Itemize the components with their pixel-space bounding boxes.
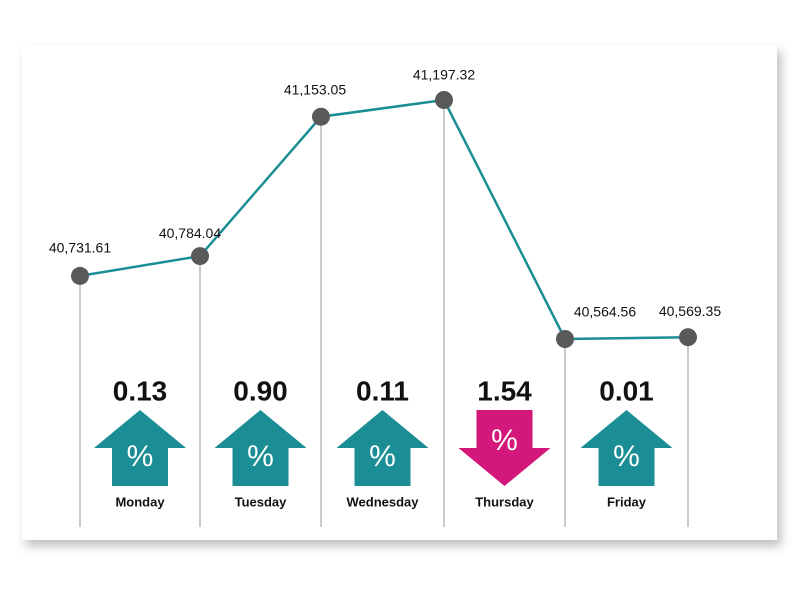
value-label: 41,197.32 (413, 67, 475, 83)
point (679, 328, 697, 347)
percent-symbol: % (613, 440, 640, 473)
day-label: Monday (115, 494, 165, 509)
up-arrow (336, 410, 429, 486)
value-label: 40,564.56 (574, 304, 636, 320)
up-arrow (214, 410, 307, 486)
change-value: 0.01 (599, 375, 654, 406)
day-label: Wednesday (346, 494, 419, 509)
value-label: 40,784.04 (159, 225, 221, 241)
day-label: Friday (607, 494, 647, 509)
point (435, 91, 453, 109)
chart: 40,731.61 40,784.04 41,153.05 41,197.32 40,5… (49, 67, 721, 527)
percent-symbol: % (247, 440, 274, 473)
value-label: 40,731.61 (49, 240, 111, 256)
point (312, 107, 330, 126)
down-arrow (458, 410, 551, 486)
up-arrow (94, 410, 186, 486)
percent-symbol: % (127, 440, 154, 473)
percent-symbol: % (369, 440, 396, 473)
day-label: Tuesday (235, 494, 288, 509)
change-value: 1.54 (477, 375, 532, 406)
day-label: Thursday (475, 494, 534, 509)
point (556, 330, 574, 348)
index-line (79, 98, 689, 341)
point (71, 266, 89, 285)
percent-symbol: % (491, 424, 518, 457)
value-label: 40,569.35 (659, 303, 721, 319)
up-arrow (580, 410, 673, 486)
change-value: 0.90 (233, 375, 288, 406)
value-label: 41,153.05 (284, 81, 346, 97)
point (191, 247, 209, 266)
change-value: 0.13 (113, 375, 168, 406)
change-value: 0.11 (356, 375, 409, 406)
